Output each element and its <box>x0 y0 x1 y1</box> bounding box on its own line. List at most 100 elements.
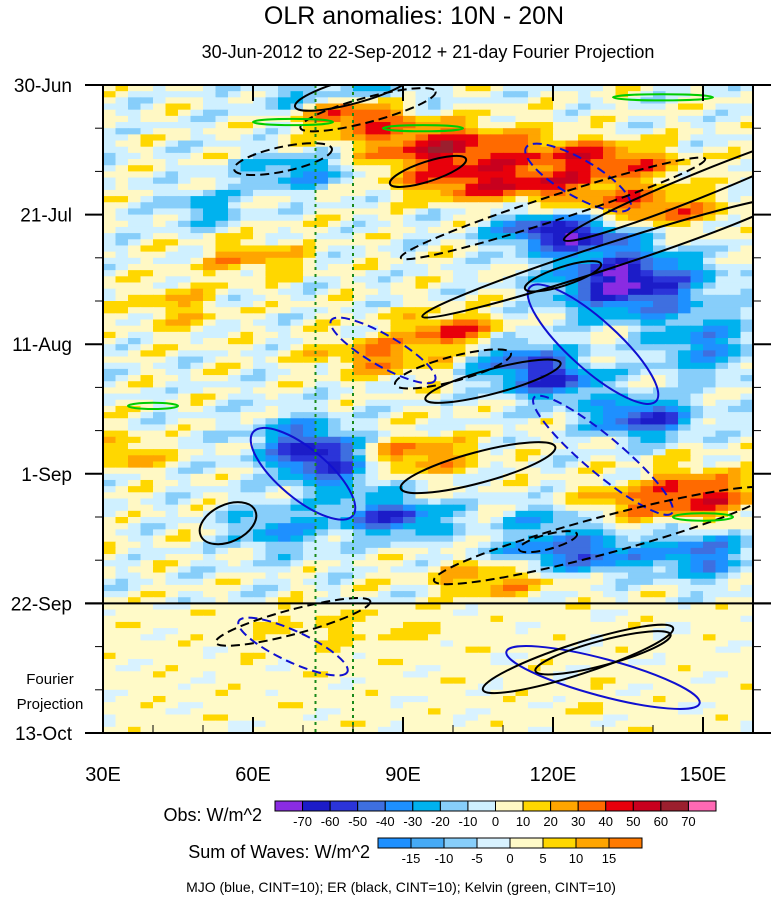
field-cell <box>478 189 492 197</box>
field-cell <box>103 615 117 623</box>
field-cell <box>153 640 167 648</box>
field-cell <box>165 658 179 666</box>
field-cell <box>715 541 729 549</box>
field-cell <box>428 140 442 148</box>
field-cell <box>503 510 517 518</box>
field-cell <box>428 658 442 666</box>
field-cell <box>453 665 467 672</box>
field-cell <box>690 313 704 321</box>
field-cell <box>553 276 567 284</box>
field-cell <box>728 473 742 481</box>
field-cell <box>215 183 229 191</box>
field-cell <box>128 109 142 117</box>
field-cell <box>203 492 217 500</box>
field-cell <box>678 301 692 308</box>
field-cell <box>565 282 579 290</box>
field-cell <box>378 486 392 493</box>
field-cell <box>740 547 753 555</box>
field-cell <box>178 399 192 407</box>
field-cell <box>540 449 554 456</box>
field-cell <box>365 344 379 351</box>
field-cell <box>140 331 154 339</box>
field-cell <box>603 665 617 672</box>
field-cell <box>703 134 717 142</box>
field-cell <box>303 621 317 629</box>
field-cell <box>203 467 217 475</box>
field-cell <box>190 492 204 500</box>
field-cell <box>315 202 329 210</box>
field-cell <box>490 97 504 105</box>
field-cell <box>178 405 192 413</box>
field-cell <box>540 159 554 166</box>
field-cell <box>615 640 629 648</box>
field-cell <box>228 202 242 210</box>
field-cell <box>140 276 154 284</box>
field-cell <box>528 214 542 222</box>
field-cell <box>203 572 217 580</box>
field-cell <box>415 572 429 580</box>
field-cell <box>603 344 617 351</box>
field-cell <box>328 658 342 666</box>
field-cell <box>715 424 729 432</box>
field-cell <box>640 239 654 247</box>
field-cell <box>478 665 492 672</box>
field-cell <box>415 301 429 308</box>
field-cell <box>265 523 279 530</box>
field-cell <box>115 449 129 456</box>
field-cell <box>353 554 367 561</box>
field-cell <box>653 424 667 432</box>
field-cell <box>278 554 292 561</box>
field-cell <box>665 517 679 524</box>
field-cell <box>178 103 192 111</box>
field-cell <box>578 442 592 450</box>
field-cell <box>578 665 592 672</box>
field-cell <box>178 467 192 475</box>
field-cell <box>190 424 204 432</box>
field-cell <box>728 196 742 203</box>
field-cell <box>678 233 692 240</box>
field-cell <box>465 393 479 401</box>
field-cell <box>290 529 304 537</box>
field-cell <box>690 85 704 92</box>
field-cell <box>590 640 604 648</box>
field-cell <box>715 196 729 203</box>
field-cell <box>365 504 379 512</box>
field-cell <box>340 319 354 327</box>
field-cell <box>415 381 429 388</box>
field-cell <box>378 473 392 481</box>
field-cell <box>728 375 742 382</box>
field-cell <box>378 338 392 345</box>
field-cell <box>278 615 292 623</box>
field-cell <box>515 356 529 364</box>
field-cell <box>340 541 354 549</box>
field-cell <box>253 263 267 271</box>
field-cell <box>453 418 467 426</box>
field-cell <box>665 424 679 432</box>
field-cell <box>253 171 267 179</box>
field-cell <box>365 233 379 240</box>
field-cell <box>228 97 242 105</box>
field-cell <box>565 628 579 635</box>
field-cell <box>315 165 329 172</box>
field-cell <box>578 628 592 635</box>
field-cell <box>378 547 392 555</box>
field-cell <box>240 85 254 92</box>
field-cell <box>628 424 642 432</box>
field-cell <box>528 245 542 253</box>
field-cell <box>703 479 717 487</box>
field-cell <box>128 547 142 555</box>
field-cell <box>415 486 429 493</box>
field-cell <box>228 171 242 179</box>
field-cell <box>640 566 654 574</box>
field-cell <box>365 418 379 426</box>
field-cell <box>653 535 667 543</box>
field-cell <box>715 591 729 598</box>
field-cell <box>703 294 717 302</box>
field-cell <box>440 473 454 481</box>
field-cell <box>390 313 404 321</box>
field-cell <box>403 146 417 154</box>
field-cell <box>115 263 129 271</box>
field-cell <box>378 399 392 407</box>
field-cell <box>440 572 454 580</box>
field-cell <box>603 140 617 148</box>
